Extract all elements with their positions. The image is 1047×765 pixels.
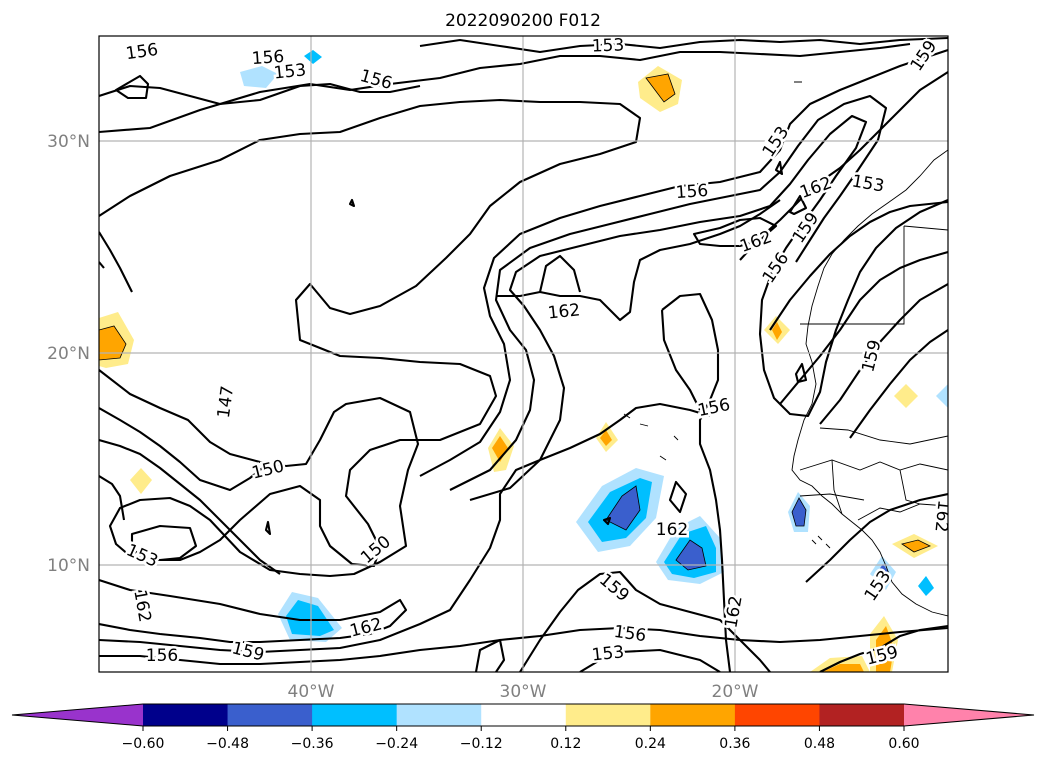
colorbar-tick-label: −0.24: [375, 736, 418, 752]
border-2: [800, 226, 905, 325]
lat-label-20n: 20°N: [47, 344, 90, 364]
shade-blue-east-core: [876, 564, 890, 584]
shade-blue-southwest-core: [286, 600, 334, 636]
colorbar-extend-low: [12, 704, 143, 726]
anomaly-shading: [99, 50, 948, 672]
contour-label: 162: [797, 173, 834, 203]
lon-label-40w: 40°W: [288, 682, 335, 702]
contour-label: 159: [907, 37, 942, 75]
border-1: [903, 225, 948, 231]
shade-blue-central-2-core: [676, 540, 706, 570]
africa-coast: [791, 149, 948, 617]
shade-orange-small-2-core: [492, 436, 508, 462]
border-4: [819, 427, 948, 445]
colorbar-tick-label: 0.36: [719, 736, 750, 752]
lat-label-10n: 10°N: [47, 556, 90, 576]
border-8: [799, 493, 865, 501]
lat-labels: 30°N 20°N 10°N: [47, 132, 90, 576]
contour-label: 153: [591, 642, 625, 665]
contour-label: 156: [696, 395, 732, 421]
contour-label: 162: [129, 588, 154, 623]
shade-orange-small-3-core: [600, 430, 612, 446]
colorbar-segment: [650, 704, 736, 726]
map-area: 156 156 153 156 153 159 153 156 162 153 …: [99, 35, 953, 672]
lon-labels: 40°W 30°W 20°W: [288, 682, 759, 702]
contour-label: 162: [930, 499, 953, 533]
lon-label-20w: 20°W: [712, 682, 759, 702]
contour-label: 153: [123, 540, 161, 571]
shade-orange-bottom-core: [822, 664, 864, 672]
shade-blue-east-2: [918, 576, 934, 596]
contour-label: 156: [358, 66, 395, 94]
colorbar-tick-label: −0.60: [122, 736, 165, 752]
contour-label: 150: [357, 532, 395, 568]
height-contours: [99, 36, 948, 672]
colorbar-segment: [312, 704, 398, 726]
colorbar-segment: [227, 704, 313, 726]
map-frame: [98, 35, 949, 673]
contour-label: 147: [214, 385, 238, 420]
shade-blue-top-small: [304, 50, 322, 64]
border-7: [831, 459, 843, 515]
colorbar-segment: [481, 704, 567, 726]
shade-orange-small-5: [894, 384, 918, 408]
colorbar-tick-label: −0.48: [206, 736, 249, 752]
shade-blue-central-core: [606, 486, 640, 530]
contour-label: 159: [864, 642, 900, 669]
shade-orange-bottom-right-core: [876, 626, 894, 672]
anomaly-outlines: [99, 73, 931, 571]
shade-blue-top-left: [240, 66, 278, 88]
contour-label: 162: [721, 594, 746, 629]
contour-label: 159: [595, 570, 633, 606]
map-title: 2022090200 F012: [445, 11, 601, 31]
colorbar-tick-label: 0.12: [550, 736, 581, 752]
colorbar-tick-label: −0.36: [291, 736, 334, 752]
lon-label-30w: 30°W: [500, 682, 547, 702]
colorbar-tick-label: 0.60: [888, 736, 919, 752]
graticule: [99, 36, 948, 672]
shade-orange-east-core: [902, 540, 930, 552]
colorbar-segment: [396, 704, 482, 726]
contour-label: 162: [656, 520, 688, 540]
colorbar-segment: [565, 704, 651, 726]
shade-orange-top-core: [646, 74, 675, 102]
contour-label: 156: [759, 249, 794, 287]
contour-label: 153: [273, 60, 307, 83]
colorbar-segment: [143, 704, 229, 726]
lat-label-30n: 30°N: [47, 132, 90, 152]
contour-label: 153: [850, 171, 885, 196]
colorbar-tick-label: 0.48: [804, 736, 835, 752]
colorbar-segment: [734, 704, 820, 726]
contour-label: 156: [675, 181, 709, 203]
colorbar-tick-label: −0.12: [460, 736, 503, 752]
contour-label: 153: [591, 35, 624, 56]
contour-label: 156: [125, 40, 160, 64]
contour-label: 162: [737, 227, 774, 257]
shade-orange-small-1: [130, 468, 152, 494]
contour-label: 159: [858, 338, 885, 374]
contour-label: 156: [251, 47, 285, 69]
shade-blue-right-edge: [936, 384, 948, 408]
border-6: [899, 469, 921, 505]
border-5: [857, 503, 948, 521]
colorbar-extend-high: [904, 704, 1034, 726]
contour-label: 162: [348, 614, 384, 641]
colorbar-segment: [819, 704, 905, 726]
contour-label: 162: [547, 300, 581, 323]
coastlines: [623, 81, 948, 617]
colorbar: −0.60 −0.48 −0.36 −0.24 −0.12 0.12 0.24 0.36 0.4…: [11, 703, 1035, 752]
shade-orange-small-4-core: [772, 322, 782, 340]
colorbar-tick-label: 0.24: [635, 736, 666, 752]
contour-label: 156: [146, 646, 178, 666]
border-3: [799, 459, 948, 471]
